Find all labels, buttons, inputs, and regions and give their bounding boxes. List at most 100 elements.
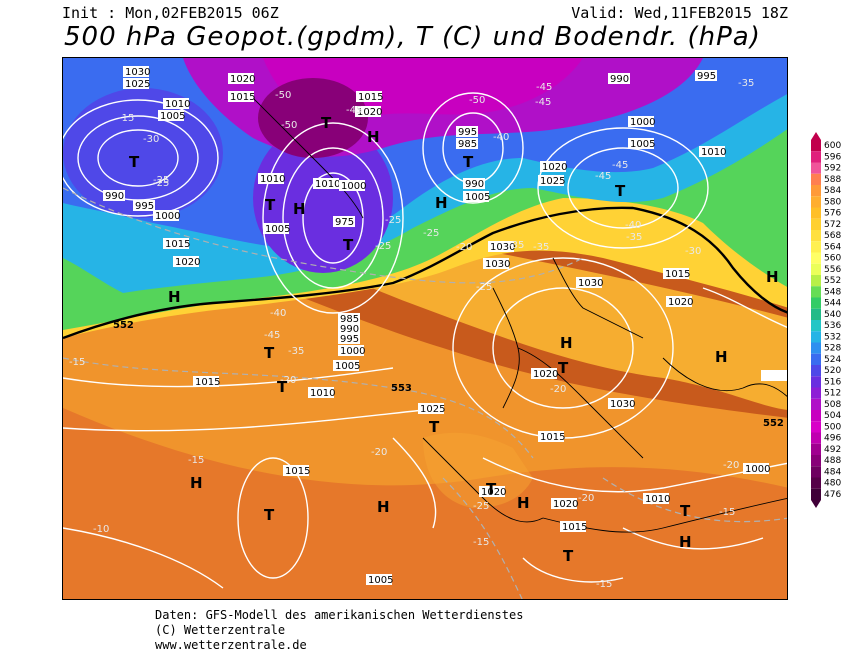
- scale-label: 504: [824, 411, 841, 421]
- contour-552: [63, 206, 787, 340]
- scale-arrow-top: [811, 132, 821, 140]
- scale-label: 520: [824, 366, 841, 376]
- scale-label: 576: [824, 209, 841, 219]
- temperature-label: -40: [493, 132, 509, 143]
- scale-swatch: [811, 218, 821, 230]
- high-marker: H: [190, 474, 203, 492]
- pressure-label: 1000: [155, 211, 180, 222]
- scale-swatch: [811, 410, 821, 422]
- low-marker: T: [321, 114, 332, 132]
- scale-swatch: [811, 196, 821, 208]
- scale-swatch: [811, 432, 821, 444]
- pressure-label: 1010: [701, 147, 726, 158]
- scale-swatch: [811, 398, 821, 410]
- high-marker: H: [517, 494, 530, 512]
- pressure-label: 1020: [553, 499, 578, 510]
- temperature-label: -15: [69, 357, 85, 368]
- temperature-label: -40: [625, 220, 641, 231]
- scale-swatch: [811, 455, 821, 467]
- pressure-label: 1005: [335, 361, 360, 372]
- scale-swatch: [811, 443, 821, 455]
- contour-label: 553: [391, 383, 412, 394]
- pressure-label: 1000: [340, 346, 365, 357]
- high-marker: H: [435, 194, 448, 212]
- pressure-label: 1010: [165, 99, 190, 110]
- scale-swatch: [811, 387, 821, 399]
- isobars: [63, 92, 787, 589]
- pressure-label: 1015: [358, 92, 383, 103]
- scale-label: 536: [824, 321, 841, 331]
- high-markers: H H H H H H H H H H H: [168, 128, 779, 551]
- scale-swatch: [811, 185, 821, 197]
- scale-label: 580: [824, 197, 841, 207]
- scale-arrow-bottom: [811, 500, 821, 508]
- temperature-label: -35: [288, 346, 304, 357]
- temperature-labels: -15 -30 -25 -50 -50 -45 -50 -40 -45 -45 …: [69, 78, 754, 590]
- pressure-label: 1025: [540, 176, 565, 187]
- contour-label: 552: [763, 418, 784, 429]
- scale-label: 508: [824, 400, 841, 410]
- pressure-label: 1010: [260, 174, 285, 185]
- temperature-label: -25: [473, 501, 489, 512]
- temperature-label: -25: [153, 175, 169, 186]
- fill-core-low: [258, 78, 368, 158]
- high-marker: H: [715, 348, 728, 366]
- pressure-label: 1015: [195, 377, 220, 388]
- scale-swatch: [811, 162, 821, 174]
- pressure-label: 1025: [420, 404, 445, 415]
- temperature-label: -25: [385, 215, 401, 226]
- scale-swatch: [811, 477, 821, 489]
- temperature-label: -20: [371, 447, 387, 458]
- high-marker: H: [293, 200, 306, 218]
- weather-map: 552 553 552 1030 1025 1010 1005 1020 101…: [62, 57, 788, 600]
- pressure-label: 1020: [230, 74, 255, 85]
- temperature-label: -25: [423, 228, 439, 239]
- scale-swatch: [811, 241, 821, 253]
- pressure-label: 990: [340, 324, 359, 335]
- temperature-label: -45: [264, 330, 280, 341]
- temperature-label: -45: [535, 97, 551, 108]
- scale-label: 592: [824, 164, 841, 174]
- low-marker: T: [277, 378, 288, 396]
- scale-label: 480: [824, 479, 841, 489]
- scale-swatch: [811, 466, 821, 478]
- scale-swatch: [811, 320, 821, 332]
- pressure-label: 995: [340, 334, 359, 345]
- pressure-label: 975: [335, 217, 354, 228]
- temperature-label: -20: [550, 384, 566, 395]
- scale-label: 560: [824, 254, 841, 264]
- pressure-label: 1025: [125, 79, 150, 90]
- pressure-label: 1000: [745, 464, 770, 475]
- scale-label: 548: [824, 287, 841, 297]
- temperature-label: -15: [188, 455, 204, 466]
- scale-swatch: [811, 488, 821, 500]
- temperature-label: -50: [469, 95, 485, 106]
- scale-label: 528: [824, 344, 841, 354]
- scale-label: 476: [824, 490, 841, 500]
- temperature-label: -20: [723, 460, 739, 471]
- pressure-label: 1015: [540, 432, 565, 443]
- high-marker: H: [560, 334, 573, 352]
- pressure-label: 1015: [165, 239, 190, 250]
- temperature-label: -25: [476, 282, 492, 293]
- isotherms: [63, 187, 787, 599]
- pressure-label: 1010: [645, 494, 670, 505]
- low-marker: T: [615, 182, 626, 200]
- pressure-label: 1015: [562, 522, 587, 533]
- pressure-label: 1000: [341, 181, 366, 192]
- scale-swatch: [811, 353, 821, 365]
- map-canvas: 552 553 552 1030 1025 1010 1005 1020 101…: [63, 58, 787, 599]
- high-marker: H: [766, 268, 779, 286]
- temperature-label: -45: [595, 171, 611, 182]
- pressure-label: 1030: [490, 242, 515, 253]
- low-marker: T: [563, 547, 574, 565]
- pressure-label: 1020: [542, 162, 567, 173]
- temperature-label: -30: [143, 134, 159, 145]
- pressure-label: 985: [458, 139, 477, 150]
- scale-label: 540: [824, 310, 841, 320]
- pressure-label: 1005: [160, 111, 185, 122]
- pressure-label: 990: [465, 179, 484, 190]
- scale-label: 532: [824, 332, 841, 342]
- pressure-label: 1020: [533, 369, 558, 380]
- high-marker: H: [377, 498, 390, 516]
